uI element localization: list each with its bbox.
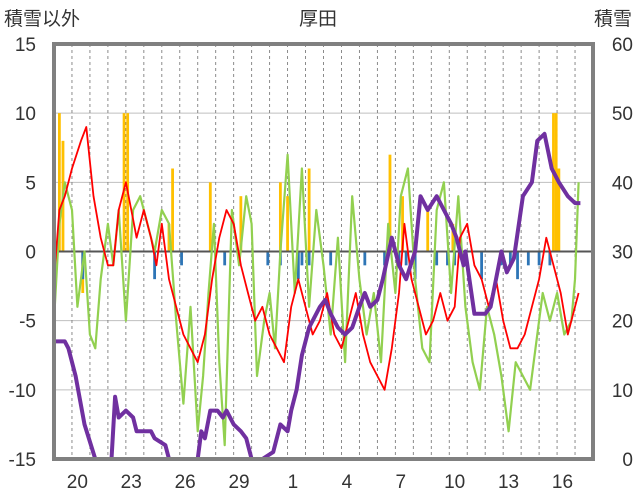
right-tick-label: 60 bbox=[612, 35, 633, 56]
precip-bar bbox=[278, 182, 282, 252]
precip-bar bbox=[401, 196, 404, 252]
x-tick-label: 10 bbox=[444, 472, 465, 493]
precip-bar bbox=[552, 113, 555, 252]
x-tick-label: 4 bbox=[342, 472, 353, 493]
x-tick-label: 16 bbox=[552, 472, 573, 493]
wind-series-line bbox=[52, 153, 580, 447]
sun-bar bbox=[435, 251, 439, 266]
x-tick-label: 26 bbox=[175, 472, 196, 493]
sun-bar bbox=[307, 251, 311, 266]
precip-bar bbox=[208, 182, 212, 252]
x-tick-label: 23 bbox=[121, 472, 142, 493]
right-tick-label: 30 bbox=[612, 243, 633, 264]
snow-series-line bbox=[54, 131, 581, 461]
precip-bar bbox=[426, 210, 430, 252]
sun-bar bbox=[363, 251, 367, 266]
precip-bar bbox=[239, 196, 243, 252]
x-tick-label: 13 bbox=[498, 472, 519, 493]
left-tick-label: -5 bbox=[19, 312, 36, 333]
precip-bar bbox=[307, 168, 311, 252]
left-axis-title: 積雪以外 bbox=[4, 9, 81, 30]
right-tick-label: 40 bbox=[612, 173, 633, 194]
right-tick-label: 0 bbox=[622, 450, 633, 471]
right-axis-title: 積雪 bbox=[593, 9, 632, 30]
precip-bar bbox=[388, 154, 392, 252]
left-tick-label: 10 bbox=[15, 104, 36, 125]
left-tick-label: -10 bbox=[9, 381, 36, 402]
sun-bar bbox=[329, 251, 333, 266]
sun-bar bbox=[526, 251, 530, 266]
precip-bar bbox=[286, 196, 289, 252]
precip-bar bbox=[557, 168, 561, 252]
precip-bar bbox=[122, 113, 126, 252]
x-tick-label: 1 bbox=[288, 472, 299, 493]
sun-bar bbox=[296, 251, 300, 280]
sun-bar bbox=[516, 251, 519, 280]
right-tick-label: 50 bbox=[612, 104, 633, 125]
precip-bar bbox=[126, 113, 130, 252]
plot-frame bbox=[52, 42, 595, 461]
x-tick-label: 20 bbox=[67, 472, 88, 493]
sun-bar bbox=[266, 251, 270, 266]
right-tick-label: 10 bbox=[612, 381, 633, 402]
precip-bar bbox=[554, 113, 558, 252]
sun-bar bbox=[446, 251, 449, 266]
sun-bar bbox=[223, 251, 227, 266]
right-tick-label: 20 bbox=[612, 312, 633, 333]
sun-bar bbox=[404, 251, 408, 266]
sun-bar bbox=[537, 251, 541, 266]
sun-bar bbox=[548, 251, 552, 266]
sun-bar bbox=[180, 251, 183, 266]
precip-bar bbox=[171, 168, 174, 252]
x-tick-label: 7 bbox=[395, 472, 406, 493]
left-tick-label: -15 bbox=[9, 450, 36, 471]
precip-bar bbox=[451, 223, 455, 252]
sun-bar bbox=[480, 251, 484, 280]
left-tick-label: 5 bbox=[25, 173, 36, 194]
sun-bar bbox=[508, 251, 512, 266]
chart-title: 厚田 bbox=[298, 9, 337, 30]
sun-bar bbox=[383, 251, 386, 266]
left-tick-label: 15 bbox=[15, 35, 36, 56]
left-tick-label: 0 bbox=[25, 243, 36, 264]
sun-bar bbox=[153, 251, 157, 280]
precip-bar bbox=[57, 113, 61, 252]
x-tick-label: 29 bbox=[228, 472, 249, 493]
sun-bar bbox=[300, 251, 304, 266]
